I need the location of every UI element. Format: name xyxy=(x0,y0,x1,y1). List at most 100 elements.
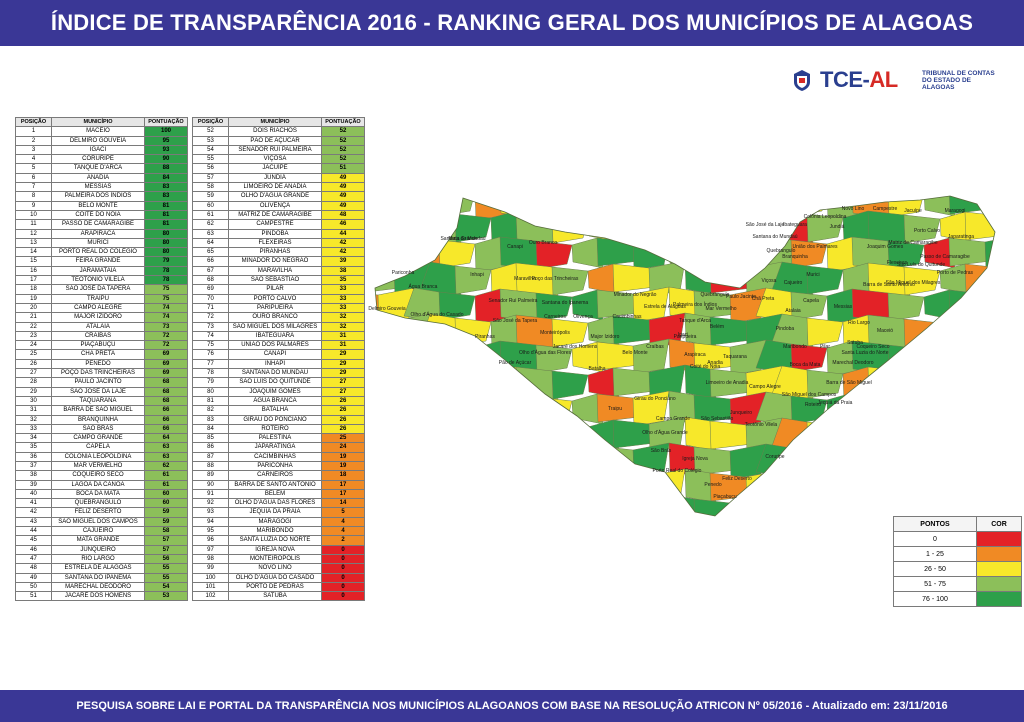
map-region-label: Matriz de Camaragibe xyxy=(888,240,937,246)
municipality-cell: INHAPI xyxy=(228,358,322,370)
position-cell: 72 xyxy=(192,312,229,323)
table-row: 89 CARNEIROS 18 xyxy=(192,470,365,481)
map-region-label: Mar Vermelho xyxy=(705,306,736,312)
municipality-region xyxy=(964,263,995,293)
municipality-cell: TRAIPU xyxy=(51,293,145,304)
municipality-cell: COITÉ DO NÓIA xyxy=(51,209,145,221)
alagoas-map-svg: Mata Grande Canapi Ouro Branco Pariconha Águ… xyxy=(368,195,996,528)
map-region-label: São José da Laje xyxy=(746,222,785,228)
municipality-region xyxy=(375,420,401,450)
municipality-region xyxy=(948,289,992,319)
table-row: 101 PORTO DE PEDRAS 0 xyxy=(192,581,365,593)
municipality-cell: PÃO DE AÇÚCAR xyxy=(228,135,322,146)
score-cell: 79 xyxy=(144,256,188,267)
municipality-cell: PIAÇABUÇU xyxy=(51,340,145,351)
position-cell: 17 xyxy=(15,275,52,286)
municipality-region xyxy=(984,286,995,323)
table-row: 22 ATALAIA 73 xyxy=(15,321,188,332)
municipality-cell: FEIRA GRANDE xyxy=(51,256,145,267)
municipality-cell: LIMOEIRO DE ANADIA xyxy=(228,182,322,193)
municipality-cell: CRAÍBAS xyxy=(51,330,145,342)
municipality-region xyxy=(887,292,925,322)
municipality-cell: MAR VERMELHO xyxy=(51,460,145,472)
legend-header-points: PONTOS xyxy=(893,516,977,532)
legend-range: 76 - 100 xyxy=(893,591,977,607)
position-cell: 46 xyxy=(15,544,52,555)
municipality-cell: CACIMBINHAS xyxy=(228,451,322,463)
municipality-region xyxy=(375,368,401,398)
map-region-label: São José da Tapera xyxy=(493,318,538,324)
municipality-region xyxy=(377,196,415,220)
position-cell: 87 xyxy=(192,451,229,463)
table-row: 18 SÃO JOSÉ DA TAPERA 75 xyxy=(15,284,188,295)
municipality-region xyxy=(887,396,925,426)
municipality-region xyxy=(535,344,573,374)
score-cell: 24 xyxy=(321,442,365,453)
score-cell: 68 xyxy=(144,395,188,407)
municipality-cell: JEQUIÁ DA PRAIA xyxy=(228,507,322,518)
municipality-cell: ANADIA xyxy=(51,172,145,184)
table-row: 16 JARAMATAIA 78 xyxy=(15,265,188,277)
map-region-label: Porto Calvo xyxy=(914,228,940,234)
score-cell: 52 xyxy=(321,144,365,156)
municipality-region xyxy=(790,291,828,321)
position-cell: 25 xyxy=(15,349,52,360)
map-region-label: Piaçabuçu xyxy=(713,494,737,500)
municipality-cell: ATALAIA xyxy=(51,321,145,332)
municipality-region xyxy=(612,211,656,241)
municipality-region xyxy=(709,264,753,294)
municipality-region xyxy=(375,446,385,476)
municipality-region xyxy=(668,196,701,218)
score-cell: 75 xyxy=(144,293,188,304)
municipality-region xyxy=(984,442,995,479)
table-row: 32 BRANQUINHA 66 xyxy=(15,414,188,425)
municipality-region xyxy=(535,240,573,270)
score-cell: 74 xyxy=(144,302,188,314)
score-cell: 26 xyxy=(321,395,365,407)
position-cell: 64 xyxy=(192,237,229,249)
score-cell: 80 xyxy=(144,228,188,239)
map-region-label: Olho d'Água Grande xyxy=(642,429,688,436)
position-cell: 16 xyxy=(15,265,52,277)
map-region-label: Poço das Trincheiras xyxy=(532,276,579,282)
municipality-region xyxy=(685,521,716,528)
municipality-region xyxy=(746,522,782,528)
municipality-cell: SANTANA DO IPANEMA xyxy=(51,572,145,583)
table-row: 66 MINADOR DO NEGRÃO 39 xyxy=(192,256,365,267)
map-region-label: Barra de São Miguel xyxy=(826,380,872,386)
municipality-region xyxy=(377,443,415,480)
table-row: 26 PENEDO 69 xyxy=(15,358,188,370)
score-cell: 29 xyxy=(321,367,365,379)
map-region-label: Satuba xyxy=(847,340,863,346)
municipality-region xyxy=(438,343,476,373)
municipality-region xyxy=(490,470,523,507)
municipality-cell: PORTO CALVO xyxy=(228,293,322,304)
map-region-label: Batalha xyxy=(589,366,606,372)
municipality-region xyxy=(455,526,491,528)
municipality-cell: ÁGUA BRANCA xyxy=(228,395,322,407)
position-cell: 102 xyxy=(192,591,229,602)
table-row: 99 NOVO LINO 0 xyxy=(192,563,365,574)
legend-row: 76 - 100 xyxy=(893,591,1022,607)
municipality-cell: OLHO D'ÁGUA DO CASADO xyxy=(228,572,322,583)
legend-color-swatch xyxy=(976,561,1022,577)
municipality-region xyxy=(807,526,843,528)
table-row: 87 CACIMBINHAS 19 xyxy=(192,451,365,463)
table-row: 14 PORTO REAL DO COLÉGIO 80 xyxy=(15,247,188,258)
municipality-cell: VIÇOSA xyxy=(228,154,322,165)
map-region-label: Campestre xyxy=(873,206,898,212)
score-cell: 63 xyxy=(144,451,188,463)
map-region-label: Água Branca xyxy=(409,283,438,290)
municipality-cell: SÃO JOSÉ DA TAPERA xyxy=(51,284,145,295)
municipality-region xyxy=(826,496,859,516)
position-cell: 76 xyxy=(192,349,229,360)
score-cell: 66 xyxy=(144,405,188,416)
score-cell: 0 xyxy=(321,553,365,565)
municipality-region xyxy=(377,391,415,428)
map-region-label: Santana do Ipanema xyxy=(542,300,589,306)
score-cell: 78 xyxy=(144,275,188,286)
municipality-cell: PALMEIRA DOS ÍNDIOS xyxy=(51,191,145,202)
municipality-cell: CAPELA xyxy=(51,442,145,453)
position-cell: 67 xyxy=(192,265,229,277)
table-row: 27 POÇO DAS TRINCHEIRAS 69 xyxy=(15,367,188,379)
